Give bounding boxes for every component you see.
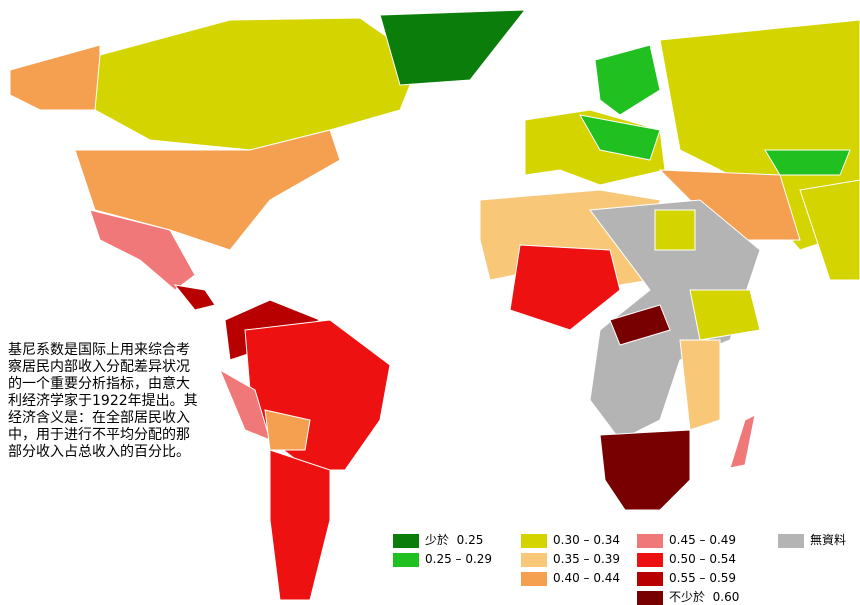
brazil — [244, 319, 391, 471]
central-america — [173, 284, 216, 311]
description-line: 基尼系数是国际上用来综合考 — [8, 342, 190, 358]
legend-swatch — [393, 552, 419, 567]
description-line: 经济含义是：在全部居民收入 — [8, 410, 190, 426]
car — [609, 304, 671, 346]
legend-item: 0.40 – 0.44 — [521, 570, 620, 586]
legend-swatch — [521, 552, 547, 567]
description-line: 部分收入占总收入的百分比。 — [8, 444, 190, 460]
india — [799, 179, 860, 281]
scandinavia — [594, 44, 661, 116]
canada — [94, 17, 421, 151]
legend-label: 0.55 – 0.59 — [669, 571, 737, 585]
legend-item: 0.35 – 0.39 — [521, 551, 620, 567]
legend-item: 0.50 – 0.54 — [637, 551, 736, 567]
legend-swatch — [637, 571, 663, 586]
legend-item: 0.30 – 0.34 — [521, 532, 620, 548]
legend-label: 少於 0.25 — [425, 533, 484, 547]
usa — [74, 129, 341, 251]
southern-cone — [269, 449, 331, 601]
bolivia — [264, 409, 311, 451]
description-line: 利经济学家于1922年提出。其 — [8, 393, 198, 409]
description: 基尼系数是国际上用来综合考 察居民内部收入分配差异状况 的一个重要分析指标，由意大利… — [8, 342, 198, 461]
legend-label: 無資料 — [810, 533, 847, 547]
east-africa — [679, 339, 721, 431]
legend-swatch — [637, 590, 663, 605]
legend-item: 0.55 – 0.59 — [637, 570, 736, 586]
southern-africa — [599, 429, 691, 511]
legend-item: 無資料 — [778, 532, 846, 548]
legend-item: 0.45 – 0.49 — [637, 532, 736, 548]
alaska — [9, 44, 101, 111]
description-line: 中，用于进行不平均分配的那 — [8, 427, 190, 443]
madagascar — [729, 414, 756, 469]
legend-swatch — [637, 552, 663, 567]
egypt — [654, 209, 696, 251]
middle-east — [658, 169, 801, 241]
legend-label: 0.30 – 0.34 — [553, 533, 621, 547]
legend-label: 0.25 – 0.29 — [425, 552, 493, 566]
legend-swatch — [778, 533, 804, 548]
legend-label: 0.50 – 0.54 — [669, 552, 737, 566]
legend-label: 0.35 – 0.39 — [553, 552, 621, 566]
legend-item: 少於 0.25 — [393, 532, 483, 548]
legend-swatch — [521, 571, 547, 586]
west-africa — [509, 244, 621, 331]
legend-item: 0.25 – 0.29 — [393, 551, 492, 567]
legend-swatch — [393, 533, 419, 548]
ethiopia — [689, 289, 761, 341]
mexico — [89, 209, 196, 291]
description-line: 察居民内部收入分配差异状况 — [8, 359, 190, 375]
africa-no-data — [589, 199, 761, 441]
central-asia — [764, 149, 851, 176]
legend-swatch — [521, 533, 547, 548]
legend-item: 不少於 0.60 — [637, 589, 739, 605]
description-line: 的一个重要分析指标，由意大 — [8, 376, 190, 392]
central-europe — [579, 114, 661, 161]
legend-label: 0.45 – 0.49 — [669, 533, 737, 547]
legend-label: 不少於 0.60 — [669, 590, 740, 604]
legend-label: 0.40 – 0.44 — [553, 571, 621, 585]
greenland — [379, 9, 527, 86]
legend-swatch — [637, 533, 663, 548]
